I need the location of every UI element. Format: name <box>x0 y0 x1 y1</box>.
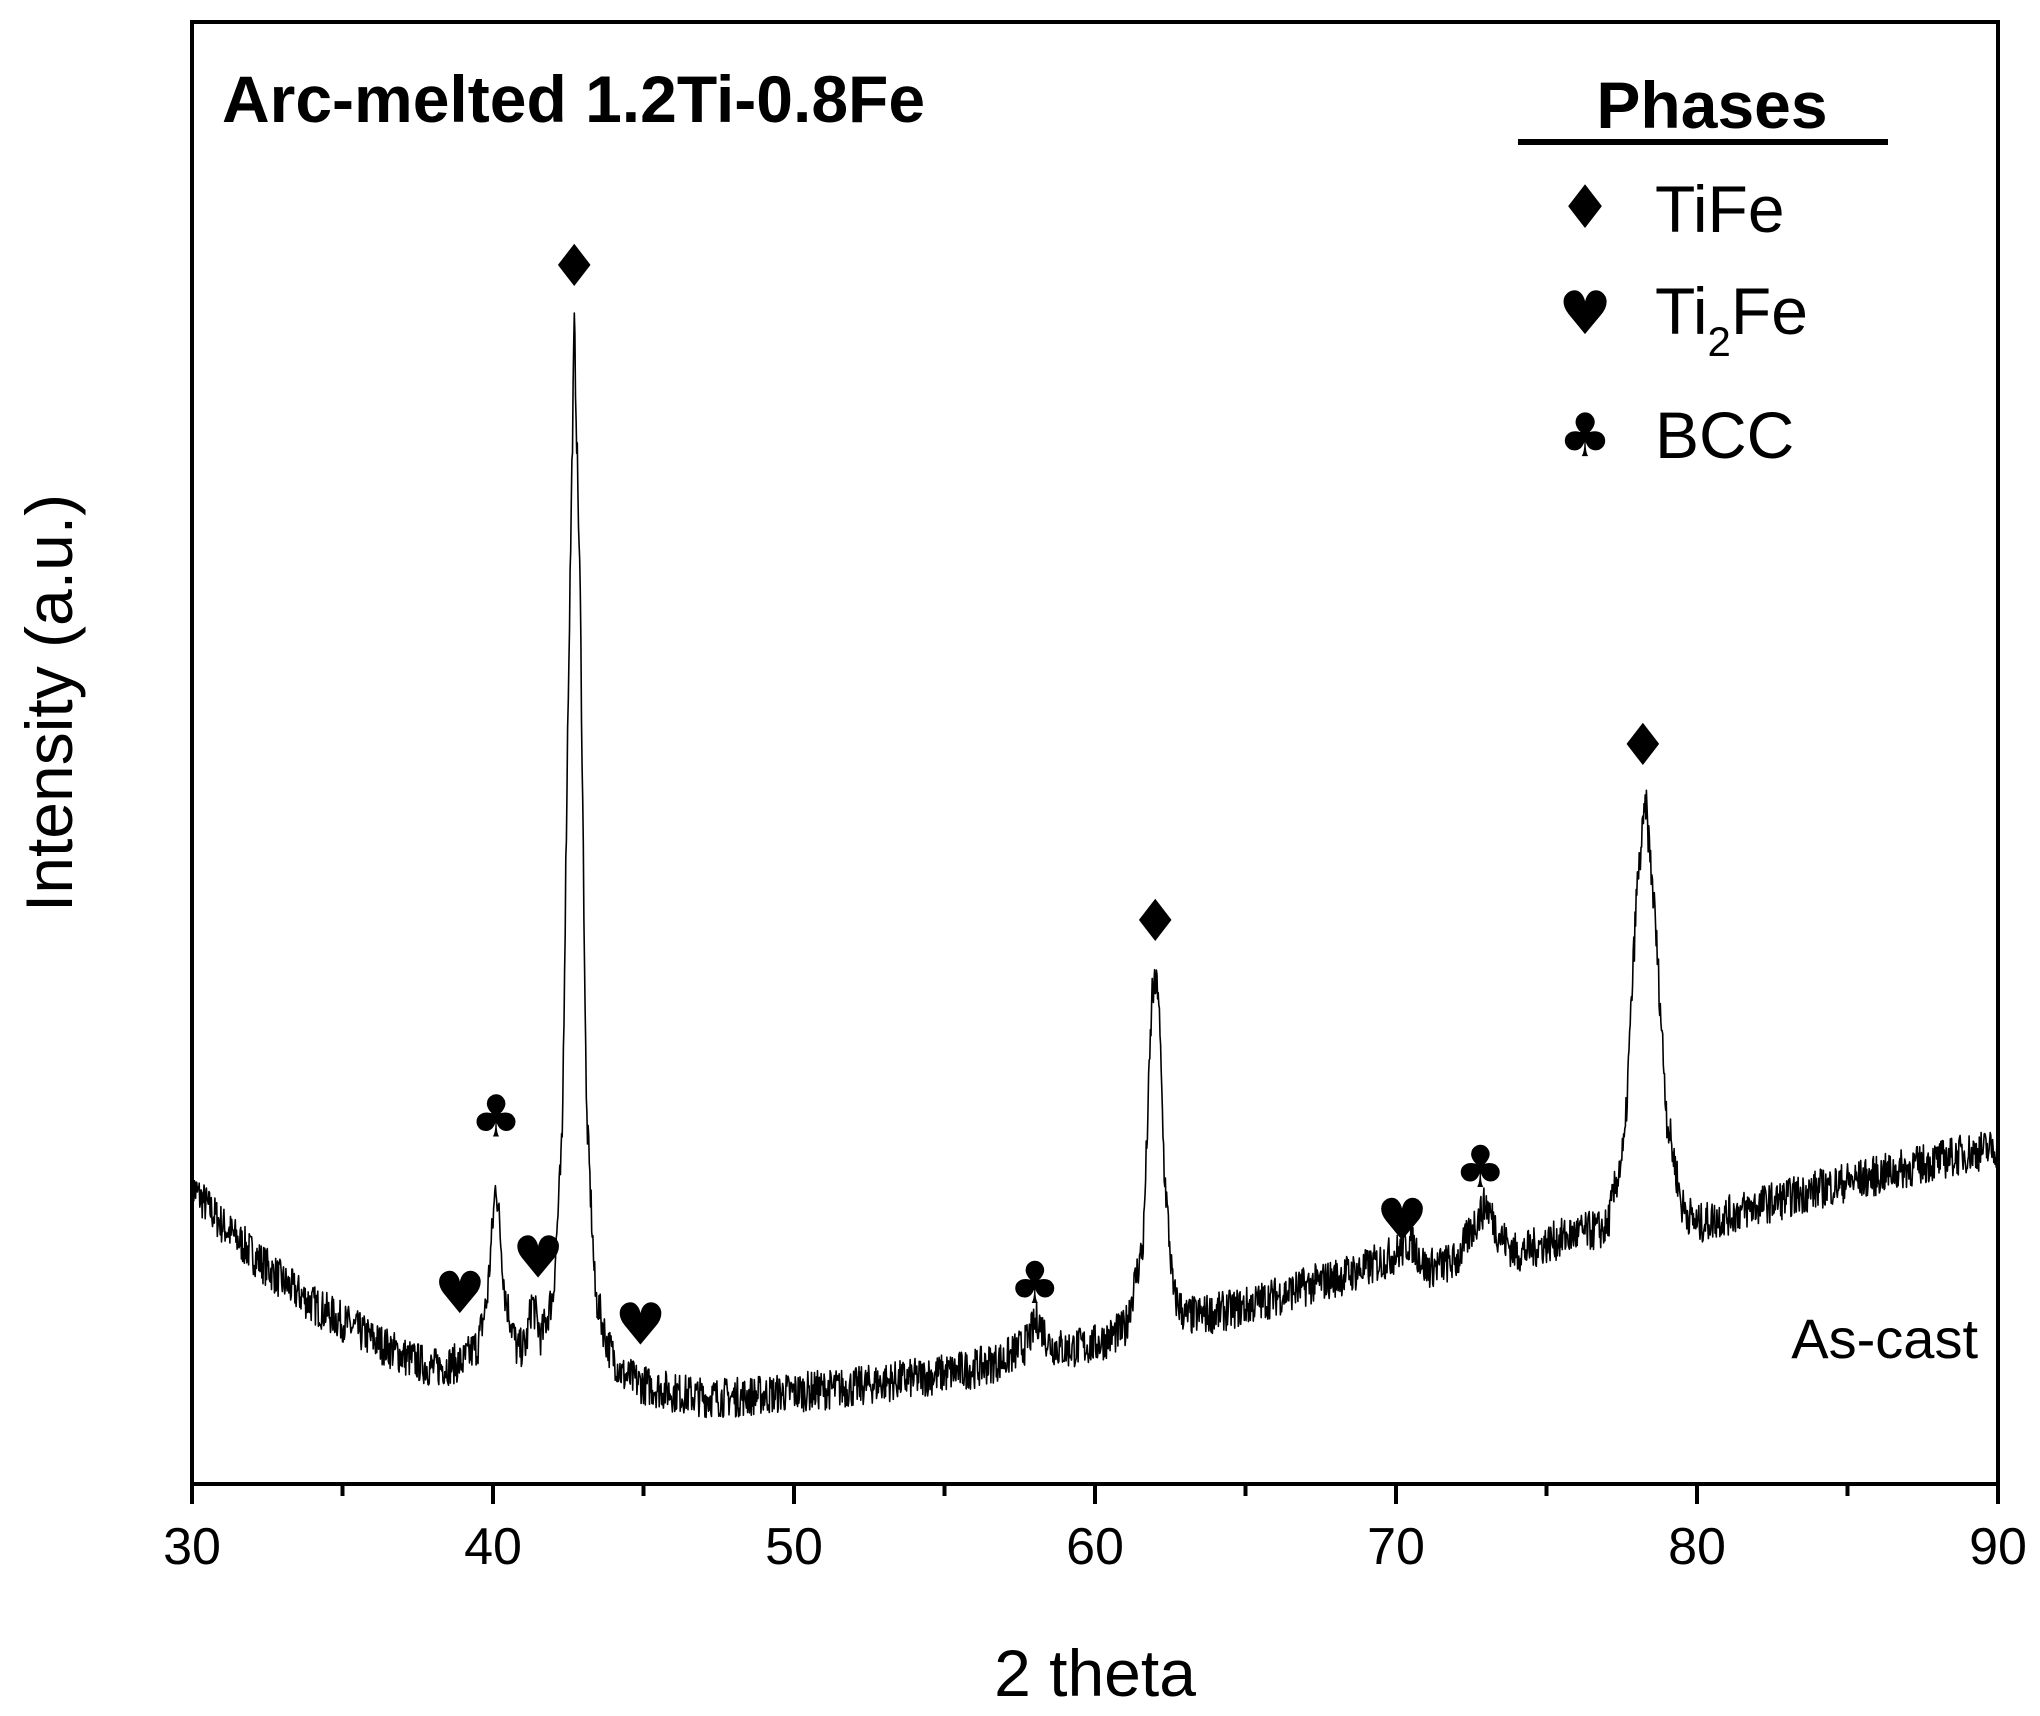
x-tick-label: 80 <box>1668 1518 1726 1576</box>
peak-marker-club-icon: ♣ <box>1454 1133 1506 1201</box>
x-tick-label: 60 <box>1066 1518 1124 1576</box>
x-axis-title: 2 theta <box>994 1636 1196 1710</box>
peak-marker-heart-icon: ♥ <box>1376 1186 1428 1254</box>
diamond-icon: ♦ <box>1558 173 1612 243</box>
x-tick-label: 90 <box>1969 1518 2027 1576</box>
heart-icon: ♥ <box>1558 279 1612 349</box>
legend-title: Phases <box>1596 68 1827 142</box>
legend: Phases ♦ TiFe ♥ Ti2Fe ♣ BCC <box>1518 68 1888 472</box>
legend-label-ti2fe-base: Ti <box>1655 274 1708 348</box>
x-tick-label: 50 <box>765 1518 823 1576</box>
legend-label-ti2fe-subscript: 2 <box>1708 318 1731 365</box>
peak-marker-club-icon: ♣ <box>470 1083 522 1151</box>
peak-marker-diamond-icon: ♦ <box>548 232 600 300</box>
peak-marker-heart-icon: ♥ <box>614 1290 666 1358</box>
x-tick-label: 30 <box>163 1518 221 1576</box>
legend-label-tife: TiFe <box>1655 172 1785 246</box>
peak-marker-heart-icon: ♥ <box>512 1224 564 1292</box>
series-layer <box>191 312 1999 1419</box>
peak-marker-club-icon: ♣ <box>1009 1249 1061 1317</box>
legend-label-ti2fe-rest: Fe <box>1731 274 1808 348</box>
peak-markers: ♥ ♣ ♥ ♦ ♥ ♣ ♦ ♥ ♣ ♦ <box>434 232 1669 1358</box>
legend-label-ti2fe: Ti2Fe <box>1655 274 1808 365</box>
x-tick-label: 40 <box>464 1518 522 1576</box>
peak-marker-diamond-icon: ♦ <box>1129 887 1181 955</box>
legend-label-bcc: BCC <box>1655 398 1794 472</box>
x-tick-label: 70 <box>1367 1518 1425 1576</box>
club-icon: ♣ <box>1558 401 1612 471</box>
xrd-trace-line <box>191 312 1999 1419</box>
peak-marker-heart-icon: ♥ <box>434 1259 486 1327</box>
y-axis-title: Intensity (a.u.) <box>12 494 86 912</box>
x-axis: 30 40 50 60 70 80 90 <box>163 1484 2027 1576</box>
as-cast-annotation: As-cast <box>1791 1307 1978 1370</box>
peak-marker-diamond-icon: ♦ <box>1617 711 1669 779</box>
chart-title: Arc-melted 1.2Ti-0.8Fe <box>222 62 925 136</box>
